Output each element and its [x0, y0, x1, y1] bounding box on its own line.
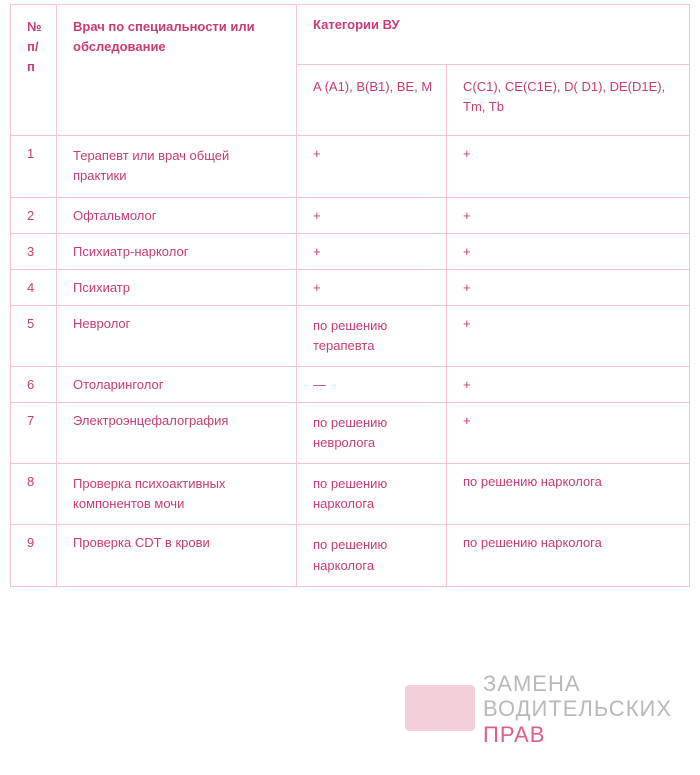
cell-spec: Психиатр-нарколог [57, 233, 297, 269]
table-row: 4 Психиатр + + [11, 269, 690, 305]
cell-b: + [447, 402, 690, 463]
table-row: 9 Проверка CDT в крови по решению наркол… [11, 525, 690, 586]
cell-a: по решению нарколога [297, 525, 447, 586]
header-cat: Категории ВУ [297, 5, 690, 65]
header-spec: Врач по специальности или обследование [57, 5, 297, 136]
cell-b: + [447, 269, 690, 305]
cell-spec: Терапевт или врач общей практики [57, 136, 297, 197]
cell-num: 8 [11, 464, 57, 525]
table-row: 8 Проверка психоактивных компонентов моч… [11, 464, 690, 525]
watermark-line3: ПРАВ [483, 722, 672, 747]
cell-a: + [297, 233, 447, 269]
cell-b: + [447, 305, 690, 366]
cell-a: + [297, 197, 447, 233]
table-row: 5 Невролог по решению терапевта + [11, 305, 690, 366]
cell-num: 1 [11, 136, 57, 197]
cell-a: по решению терапевта [297, 305, 447, 366]
cell-spec: Невролог [57, 305, 297, 366]
cell-num: 3 [11, 233, 57, 269]
header-num: № п/п [11, 5, 57, 136]
cell-num: 2 [11, 197, 57, 233]
cell-a: + [297, 269, 447, 305]
header-cat-b: C(C1), CE(C1E), D( D1), DE(D1E), Tm, Tb [447, 65, 690, 136]
doctors-table: № п/п Врач по специальности или обследов… [10, 4, 690, 587]
table-row: 6 Отоларинголог — + [11, 366, 690, 402]
cell-spec: Электроэнцефалография [57, 402, 297, 463]
cell-a: по решению нарколога [297, 464, 447, 525]
cell-a: по решению невролога [297, 402, 447, 463]
cell-a: + [297, 136, 447, 197]
cell-spec: Психиатр [57, 269, 297, 305]
watermark: ЗАМЕНА ВОДИТЕЛЬСКИХ ПРАВ [483, 671, 672, 747]
cell-b: + [447, 366, 690, 402]
cell-spec: Проверка CDT в крови [57, 525, 297, 586]
table-row: 3 Психиатр-нарколог + + [11, 233, 690, 269]
cell-num: 5 [11, 305, 57, 366]
cell-a: — [297, 366, 447, 402]
table-row: 1 Терапевт или врач общей практики + + [11, 136, 690, 197]
cell-b: + [447, 197, 690, 233]
cell-b: по решению нарколога [447, 525, 690, 586]
cell-num: 9 [11, 525, 57, 586]
license-card-icon [405, 685, 475, 731]
table-row: 2 Офтальмолог + + [11, 197, 690, 233]
cell-num: 6 [11, 366, 57, 402]
watermark-line1: ЗАМЕНА [483, 671, 672, 696]
cell-num: 4 [11, 269, 57, 305]
cell-b: + [447, 233, 690, 269]
cell-spec: Проверка психоактивных компонентов мочи [57, 464, 297, 525]
cell-spec: Офтальмолог [57, 197, 297, 233]
cell-b: по решению нарколога [447, 464, 690, 525]
cell-b: + [447, 136, 690, 197]
cell-num: 7 [11, 402, 57, 463]
header-cat-a: A (A1), B(B1), BE, M [297, 65, 447, 136]
watermark-line2: ВОДИТЕЛЬСКИХ [483, 696, 672, 721]
cell-spec: Отоларинголог [57, 366, 297, 402]
table-row: 7 Электроэнцефалография по решению невро… [11, 402, 690, 463]
